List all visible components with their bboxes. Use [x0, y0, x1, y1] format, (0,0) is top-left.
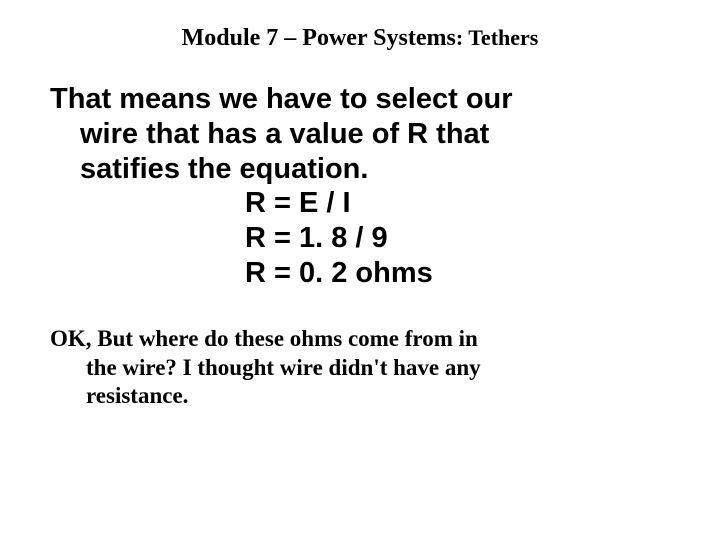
footer-text: OK, But where do these ohms come from in… — [50, 325, 670, 411]
title-main: Module 7 – Power Systems — [182, 25, 456, 51]
footer-line-2: the wire? I thought wire didn't have any — [50, 354, 670, 383]
slide-title: Module 7 – Power Systems: Tethers — [50, 25, 670, 52]
equation-3: R = 0. 2 ohms — [50, 256, 670, 291]
body-line-1: That means we have to select our — [50, 82, 670, 117]
body-line-2: wire that has a value of R that — [50, 117, 670, 152]
body-text: That means we have to select our wire th… — [50, 82, 670, 291]
equation-1: R = E / I — [50, 186, 670, 221]
equation-2: R = 1. 8 / 9 — [50, 221, 670, 256]
title-sub: : Tethers — [456, 25, 539, 50]
body-line-3: satifies the equation. — [50, 152, 670, 187]
footer-line-3: resistance. — [50, 382, 670, 411]
footer-line-1: OK, But where do these ohms come from in — [50, 326, 478, 351]
